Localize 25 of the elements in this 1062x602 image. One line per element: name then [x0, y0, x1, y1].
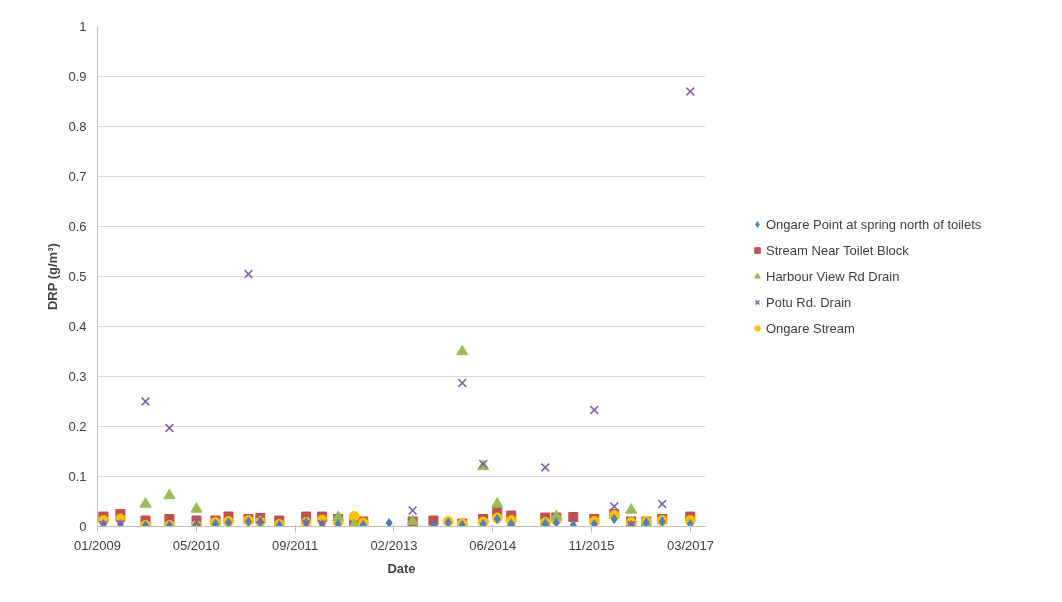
- y-axis-title: DRP (g/m³): [45, 243, 61, 311]
- legend-label: Ongare Stream: [766, 320, 855, 336]
- x-tick-label: 03/2017: [666, 537, 714, 553]
- y-tick-label: 1: [79, 19, 87, 34]
- y-tick-label: 0.7: [68, 169, 87, 184]
- x-tick-label: 06/2014: [469, 537, 517, 553]
- legend-label: Stream Near Toilet Block: [766, 242, 909, 258]
- x-tick-label: 11/2015: [568, 537, 615, 553]
- y-tick-label: 0: [79, 519, 87, 534]
- y-tick-label: 0.8: [68, 119, 87, 134]
- y-tick-label: 0.3: [68, 369, 87, 384]
- x-tick-label: 01/2009: [74, 537, 121, 553]
- y-tick-label: 0.4: [68, 319, 87, 334]
- x-tick-label: 05/2010: [172, 537, 220, 553]
- y-tick-label: 0.2: [68, 419, 87, 434]
- y-tick-label: 0.1: [68, 469, 87, 484]
- x-tick-label: 02/2013: [370, 537, 418, 553]
- legend-label: Potu Rd. Drain: [766, 294, 852, 310]
- y-tick-label: 0.6: [68, 219, 87, 234]
- x-axis-title: Date: [387, 560, 416, 576]
- y-tick-label: 0.5: [68, 269, 87, 284]
- x-tick-label: 09/2011: [272, 537, 319, 553]
- legend-label: Ongare Point at spring north of toilets: [766, 216, 982, 232]
- y-tick-label: 0.9: [68, 69, 87, 84]
- legend-label: Harbour View Rd Drain: [766, 268, 900, 284]
